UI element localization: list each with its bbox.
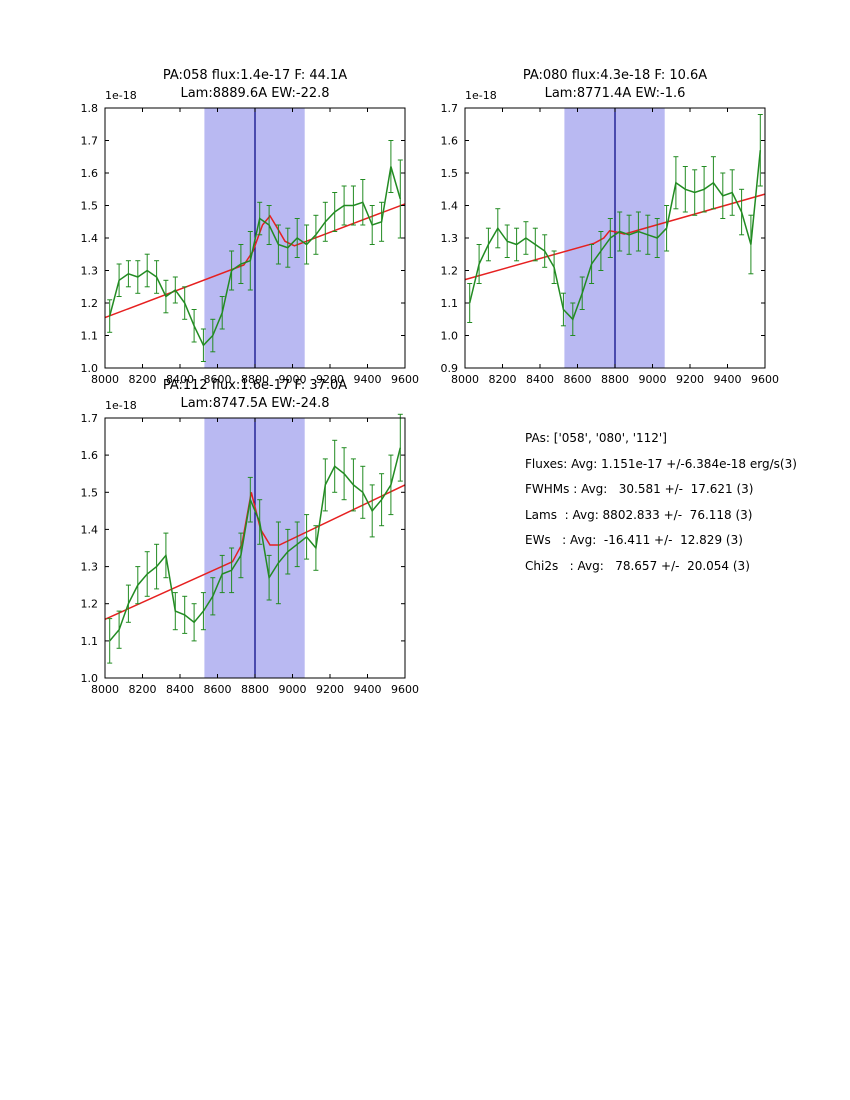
svg-text:1.7: 1.7 (441, 102, 459, 115)
svg-text:1.3: 1.3 (441, 232, 459, 245)
svg-text:8800: 8800 (241, 373, 269, 386)
svg-text:1.8: 1.8 (81, 102, 99, 115)
svg-text:0.9: 0.9 (441, 362, 459, 375)
spectrum-line (108, 166, 402, 347)
svg-text:1.6: 1.6 (441, 135, 459, 148)
svg-text:8000: 8000 (451, 373, 479, 386)
svg-text:1.0: 1.0 (81, 672, 99, 685)
stats-ews: EWs : Avg: -16.411 +/- 12.829 (3) (525, 533, 743, 547)
fit-line (104, 484, 406, 620)
stats-chi2s: Chi2s : Avg: 78.657 +/- 20.054 (3) (525, 558, 750, 573)
svg-text:9000: 9000 (279, 683, 307, 696)
chart-svg: 8000 8200 8400 8600 8800 9000 9200 9400 9600 0.9 1… (441, 68, 780, 386)
svg-text:8600: 8600 (564, 373, 592, 386)
svg-text:1.1: 1.1 (441, 297, 459, 310)
svg-text:1.2: 1.2 (81, 598, 99, 611)
svg-text:8800: 8800 (241, 683, 269, 696)
spectrum-line (468, 150, 762, 321)
svg-text:9200: 9200 (316, 373, 344, 386)
stats-fluxes: Fluxes: Avg: 1.151e-17 +/-6.384e-18 erg/… (525, 456, 797, 471)
svg-text:1.5: 1.5 (81, 486, 99, 499)
chart-subtitle: Lam:8771.4A EW:-1.6 (545, 86, 686, 101)
svg-text:9400: 9400 (354, 683, 382, 696)
svg-text:1.4: 1.4 (441, 200, 459, 213)
svg-text:8000: 8000 (91, 373, 119, 386)
svg-text:9200: 9200 (676, 373, 704, 386)
fit-line (464, 193, 766, 281)
svg-text:1.5: 1.5 (81, 200, 99, 213)
svg-text:1.1: 1.1 (81, 635, 99, 648)
svg-text:9600: 9600 (751, 373, 779, 386)
chart-title: PA:058 flux:1.4e-17 F: 44.1A (163, 68, 347, 83)
svg-text:8600: 8600 (204, 683, 232, 696)
svg-text:1.7: 1.7 (81, 412, 99, 425)
chart-svg: 8000 8200 8400 8600 8800 9000 9200 9400 9600 1.0 1… (81, 68, 420, 386)
chart-title: PA:080 flux:4.3e-18 F: 10.6A (523, 68, 707, 83)
svg-text:8400: 8400 (526, 373, 554, 386)
stats-pas: PAs: ['058', '080', '112'] (525, 431, 667, 445)
y-offset-label: 1e-18 (105, 399, 137, 412)
stats-lams: Lams : Avg: 8802.833 +/- 76.118 (3) (525, 507, 753, 522)
stats-fwhms: FWHMs : Avg: 30.581 +/- 17.621 (3) (525, 482, 754, 496)
spectrum-line (109, 447, 402, 642)
svg-text:9600: 9600 (391, 683, 419, 696)
spectrum-chart-pa058: 8000 8200 8400 8600 8800 9000 9200 9400 9600 1.0 1… (55, 63, 435, 399)
chart-title: PA:112 flux:1.6e-17 F: 37.0A (163, 378, 347, 393)
svg-text:8400: 8400 (166, 683, 194, 696)
svg-text:1.6: 1.6 (81, 449, 99, 462)
y-offset-label: 1e-18 (465, 89, 497, 102)
svg-text:1.3: 1.3 (81, 265, 99, 278)
svg-text:9000: 9000 (639, 373, 667, 386)
svg-text:1.2: 1.2 (441, 265, 459, 278)
stats-panel: PAs: ['058', '080', '112'] Fluxes: Avg: … (525, 432, 797, 585)
svg-text:8200: 8200 (129, 683, 157, 696)
svg-text:1.0: 1.0 (441, 330, 459, 343)
svg-text:8200: 8200 (489, 373, 517, 386)
chart-svg: 8000 8200 8400 8600 8800 9000 9200 9400 9600 1.0 1… (81, 378, 420, 696)
spectrum-chart-pa080: 8000 8200 8400 8600 8800 9000 9200 9400 9600 0.9 1… (415, 63, 795, 399)
svg-text:8800: 8800 (601, 373, 629, 386)
svg-text:1.2: 1.2 (81, 297, 99, 310)
svg-text:9200: 9200 (316, 683, 344, 696)
svg-text:1.6: 1.6 (81, 167, 99, 180)
svg-text:9400: 9400 (354, 373, 382, 386)
svg-text:1.4: 1.4 (81, 523, 99, 536)
svg-text:8000: 8000 (91, 683, 119, 696)
svg-text:1.4: 1.4 (81, 232, 99, 245)
spectrum-chart-pa112: 8000 8200 8400 8600 8800 9000 9200 9400 9600 1.0 1… (55, 373, 435, 709)
chart-subtitle: Lam:8889.6A EW:-22.8 (180, 86, 329, 101)
svg-text:1.0: 1.0 (81, 362, 99, 375)
svg-text:8200: 8200 (129, 373, 157, 386)
svg-text:1.5: 1.5 (441, 167, 459, 180)
y-offset-label: 1e-18 (105, 89, 137, 102)
svg-text:9400: 9400 (714, 373, 742, 386)
svg-text:9600: 9600 (391, 373, 419, 386)
svg-text:1.3: 1.3 (81, 561, 99, 574)
svg-text:8600: 8600 (204, 373, 232, 386)
chart-subtitle: Lam:8747.5A EW:-24.8 (180, 396, 329, 411)
svg-text:9000: 9000 (279, 373, 307, 386)
svg-text:1.1: 1.1 (81, 330, 99, 343)
svg-text:8400: 8400 (166, 373, 194, 386)
svg-text:1.7: 1.7 (81, 135, 99, 148)
